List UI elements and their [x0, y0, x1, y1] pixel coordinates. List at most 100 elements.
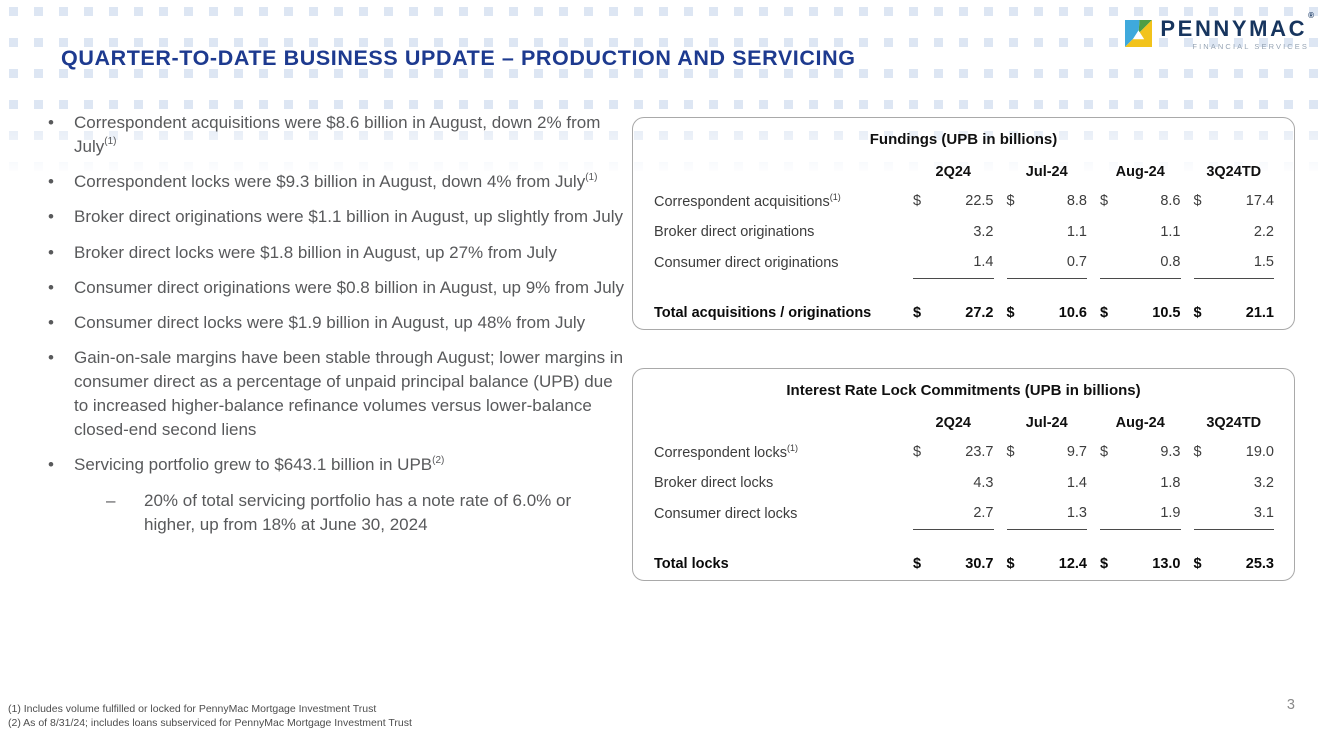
- column-header: 2Q24: [935, 414, 971, 431]
- background-dot-pattern: [0, 0, 1333, 185]
- value-cell-group: $13.0: [1100, 546, 1181, 582]
- column-header: Aug-24: [1115, 414, 1165, 431]
- bullet-text: Correspondent acquisitions were $8.6 bil…: [74, 113, 601, 157]
- footnote-reference: (1): [104, 136, 117, 148]
- cell-value: 23.7: [965, 443, 994, 460]
- cell-value: 1.3: [1066, 505, 1087, 521]
- table-spacer: [654, 529, 1273, 546]
- bullet-text: Consumer direct originations were $0.8 b…: [74, 277, 624, 297]
- table-title: Fundings (UPB in billions): [869, 131, 1058, 148]
- value-cell-group: $8.8: [1007, 185, 1088, 216]
- currency-symbol: $: [1193, 192, 1202, 209]
- bullet-item: • Correspondent locks were $9.3 billion i…: [48, 170, 626, 194]
- currency-symbol: $: [1100, 443, 1109, 460]
- cell-value: 3.2: [1253, 474, 1274, 491]
- cell-value: 2.7: [973, 505, 994, 521]
- currency-symbol: $: [913, 443, 922, 460]
- row-label: Consumer direct locks: [654, 505, 798, 522]
- cell-value: 1.4: [1066, 474, 1087, 491]
- bullet-marker: •: [48, 242, 54, 262]
- currency-symbol: $: [1100, 305, 1109, 321]
- value-cell-group: 0.7: [1006, 247, 1087, 279]
- value-cell-group: 2.2: [1194, 216, 1274, 247]
- currency-symbol: $: [1006, 192, 1015, 209]
- value-cell-group: $22.5: [913, 185, 994, 216]
- table-row: Consumer direct locks 2.7 1.3 1.9 3.1: [654, 498, 1274, 530]
- cell-value: 27.2: [965, 305, 994, 321]
- currency-symbol: $: [1006, 556, 1015, 572]
- value-cell-group: 1.8: [1100, 467, 1180, 498]
- table-grid: 2Q24 Jul-24 Aug-24 3Q24TD Correspondent lock…: [654, 409, 1274, 582]
- value-cell-group: 1.1: [1007, 216, 1087, 247]
- bullet-marker: •: [48, 113, 54, 132]
- value-cell-group: 1.5: [1193, 247, 1274, 279]
- bullet-item: • Correspondent acquisitions were $8.6 bi…: [48, 111, 626, 159]
- bullet-marker: –: [106, 490, 116, 510]
- currency-symbol: $: [1193, 556, 1202, 572]
- row-label: Total acquisitions / originations: [654, 305, 872, 321]
- bullet-item: • Broker direct locks were $1.8 billion i…: [48, 241, 626, 265]
- bullet-marker: •: [48, 277, 54, 297]
- value-cell-group: 3.2: [1194, 467, 1274, 498]
- table-header-row: 2Q24 Jul-24 Aug-24 3Q24TD: [654, 158, 1273, 185]
- pennymac-logo-mark-icon: [1125, 20, 1153, 47]
- cell-value: 2.2: [1253, 223, 1274, 240]
- cell-value: 1.5: [1253, 254, 1274, 270]
- column-header: Jul-24: [1025, 414, 1068, 431]
- cell-value: 3.1: [1253, 505, 1274, 521]
- currency-symbol: $: [1100, 192, 1109, 209]
- sub-bullet-item: – 20% of total servicing portfolio has a …: [106, 489, 626, 537]
- cell-value: 13.0: [1152, 556, 1181, 572]
- footnotes: (1) Includes volume fulfilled or locked …: [8, 703, 412, 730]
- value-cell-group: 1.4: [913, 247, 994, 279]
- cell-value: 25.3: [1245, 556, 1274, 572]
- page-title: QUARTER-TO-DATE BUSINESS UPDATE – PRODUC…: [61, 46, 856, 70]
- row-label: Total locks: [654, 556, 729, 572]
- table-total-row: Total acquisitions / originations $27.2 $1…: [654, 295, 1274, 331]
- bullet-marker: •: [48, 207, 54, 227]
- cell-value: 1.1: [1160, 223, 1181, 240]
- value-cell-group: 1.3: [1006, 498, 1087, 530]
- cell-value: 0.8: [1160, 254, 1181, 270]
- column-header: 2Q24: [935, 163, 971, 180]
- cell-value: 10.6: [1058, 305, 1087, 321]
- value-cell-group: 3.1: [1193, 498, 1274, 530]
- footnote-reference: (1): [585, 171, 598, 183]
- row-label: Broker direct originations: [654, 223, 815, 240]
- pennymac-logo: PENNYMAC® FINANCIAL SERVICES: [1125, 11, 1314, 51]
- table-row: Broker direct locks 4.3 1.4 1.8 3.2: [654, 467, 1274, 498]
- bullet-item: • Consumer direct originations were $0.8 …: [48, 276, 626, 300]
- cell-value: 30.7: [965, 556, 994, 572]
- footnote-1: (1) Includes volume fulfilled or locked …: [8, 703, 377, 715]
- cell-value: 0.7: [1066, 254, 1087, 270]
- value-cell-group: 1.4: [1007, 467, 1087, 498]
- value-cell-group: $30.7: [913, 546, 994, 582]
- cell-value: 10.5: [1152, 305, 1181, 321]
- value-cell-group: 2.7: [913, 498, 994, 530]
- value-cell-group: $27.2: [913, 295, 994, 331]
- cell-value: 22.5: [965, 192, 994, 209]
- cell-value: 17.4: [1245, 192, 1274, 209]
- fundings-table: Fundings (UPB in billions) 2Q24 Jul-24 Aug…: [632, 117, 1295, 330]
- table-row: Correspondent locks(1) $23.7 $9.7 $9.3 $19.0: [654, 436, 1274, 467]
- value-cell-group: $17.4: [1194, 185, 1275, 216]
- column-header: 3Q24TD: [1206, 414, 1262, 431]
- table-spacer: [654, 278, 1273, 295]
- bullet-item: • Gain-on-sale margins have been stable t…: [48, 346, 626, 443]
- bullet-marker: •: [48, 347, 54, 367]
- value-cell-group: $12.4: [1007, 546, 1088, 582]
- row-label: Correspondent acquisitions(1): [654, 191, 841, 210]
- currency-symbol: $: [913, 556, 922, 572]
- page-number: 3: [1286, 697, 1295, 713]
- cell-value: 3.2: [973, 223, 994, 240]
- value-cell-group: 4.3: [913, 467, 993, 498]
- bullet-text: 20% of total servicing portfolio has a n…: [144, 490, 572, 534]
- currency-symbol: $: [1100, 556, 1109, 572]
- bullet-text: Consumer direct locks were $1.9 billion …: [74, 312, 586, 332]
- row-label: Broker direct locks: [654, 474, 774, 491]
- rate-lock-table: Interest Rate Lock Commitments (UPB in b…: [632, 368, 1295, 581]
- cell-value: 1.4: [973, 254, 994, 270]
- logo-wordmark: PENNYMAC®: [1160, 11, 1314, 41]
- cell-value: 8.6: [1160, 192, 1181, 209]
- value-cell-group: 3.2: [913, 216, 994, 247]
